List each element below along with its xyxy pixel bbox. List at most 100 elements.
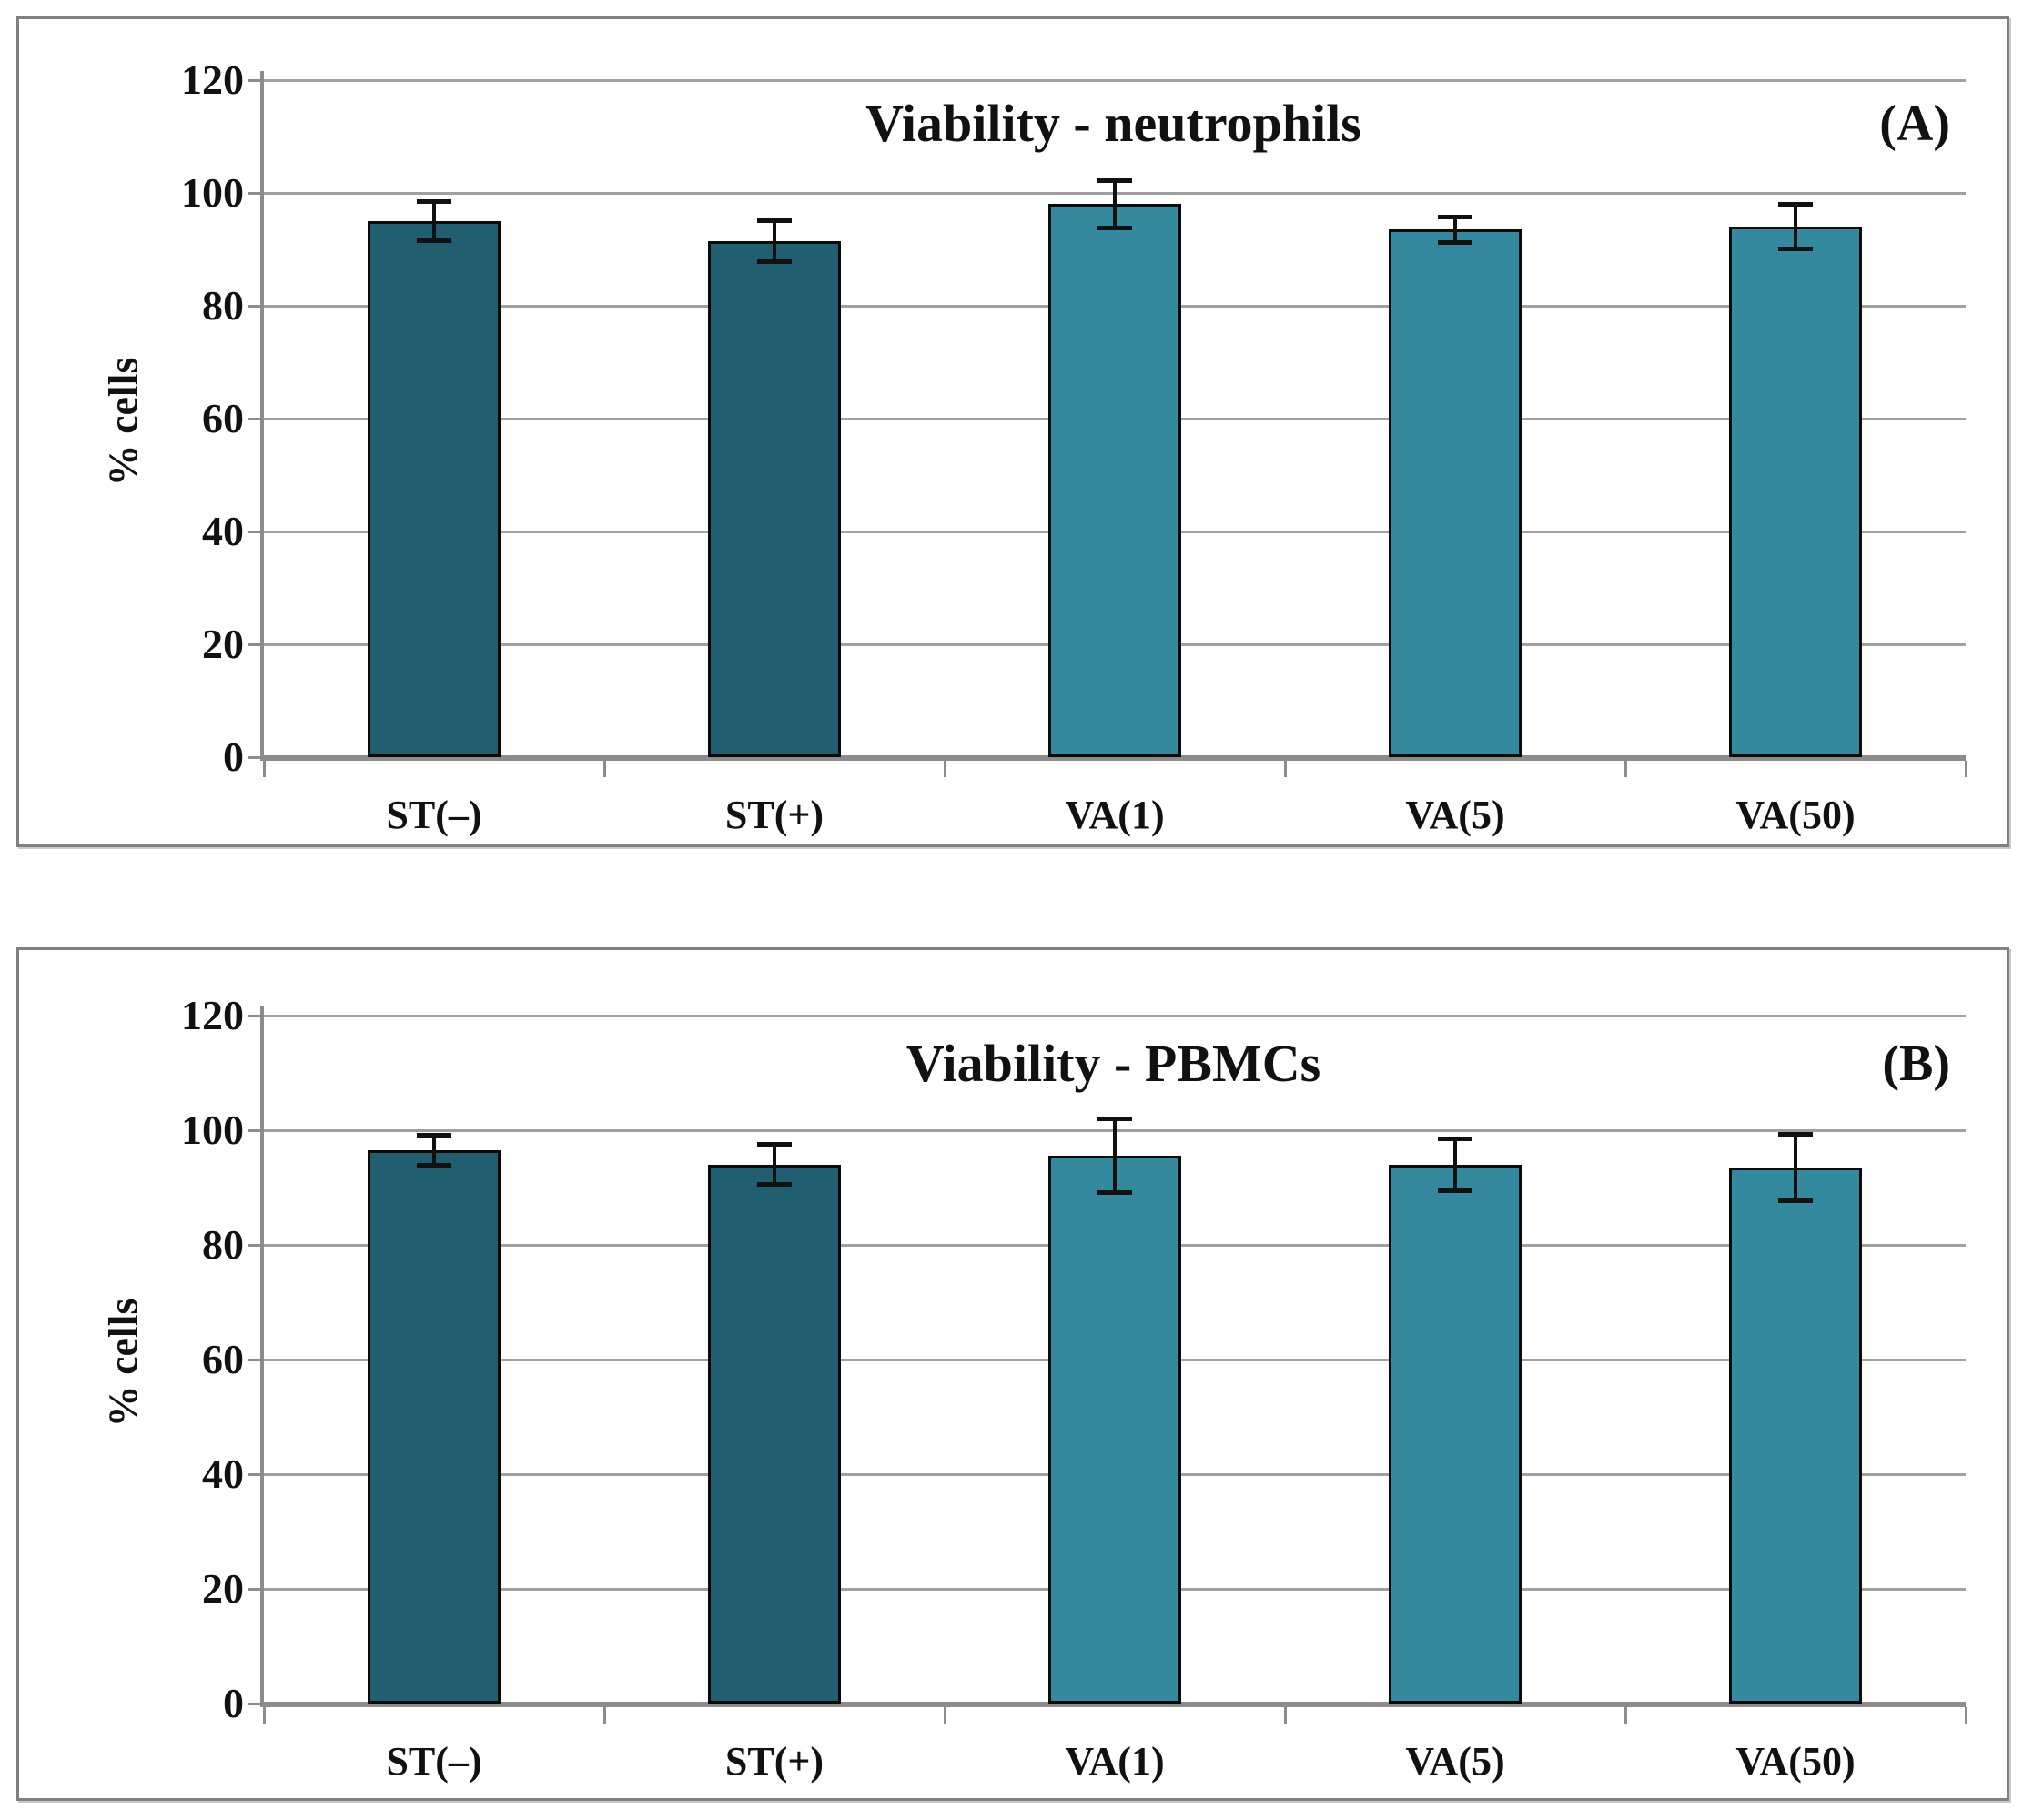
- x-category-label-VA(50): VA(50): [1735, 793, 1856, 837]
- bar-ST(+): [708, 240, 841, 757]
- bar-VA(5): [1389, 229, 1522, 757]
- y-tick-label-80: 80: [202, 1221, 244, 1268]
- bar-VA(5): [1389, 1164, 1522, 1704]
- panel-label-b: (B): [1882, 1036, 1950, 1092]
- x-category-label-VA(5): VA(5): [1405, 1739, 1505, 1784]
- x-tick-5: [1965, 1707, 1967, 1724]
- x-category-label-ST(–): ST(–): [386, 793, 482, 837]
- y-tick-100: [248, 192, 264, 195]
- error-bar-line-VA(5): [1453, 217, 1457, 243]
- y-tick-60: [248, 1359, 264, 1361]
- error-bar-cap-bottom-VA(1): [1097, 226, 1132, 231]
- error-bar-cap-bottom-VA(5): [1438, 1188, 1472, 1193]
- panel-label-a: (A): [1879, 96, 1950, 152]
- error-bar-cap-top-ST(+): [757, 217, 792, 223]
- y-tick-60: [248, 418, 264, 420]
- error-bar-cap-top-ST(–): [417, 1133, 451, 1138]
- plot-area-b: 0 20 40 60 80 100 120 ST(–) ST(+) VA(1) VA(5) VA(50…: [19, 950, 2007, 1798]
- error-bar-line-ST(+): [773, 219, 776, 262]
- error-bar-cap-top-ST(+): [757, 1142, 792, 1148]
- x-axis-line: [260, 755, 1966, 761]
- error-bar-cap-bottom-ST(–): [417, 1163, 451, 1168]
- error-bar-cap-bottom-ST(+): [757, 1182, 792, 1188]
- x-tick-3: [1284, 1707, 1287, 1724]
- chart-panel-a: Viability - neutrophils (A) % cells 0 20 4…: [16, 16, 2009, 847]
- gridline-120: [264, 1015, 1966, 1017]
- y-tick-label-80: 80: [202, 282, 244, 329]
- error-bar-cap-top-VA(5): [1438, 215, 1472, 220]
- y-tick-20: [248, 1588, 264, 1591]
- error-bar-line-VA(5): [1453, 1138, 1457, 1191]
- x-category-label-VA(1): VA(1): [1065, 793, 1165, 837]
- error-bar-line-VA(50): [1794, 1133, 1797, 1202]
- x-tick-1: [603, 1707, 606, 1724]
- y-tick-label-0: 0: [223, 733, 244, 780]
- x-tick-5: [1965, 761, 1967, 777]
- chart-panel-b: Viability - PBMCs (B) % cells 0 20 40 60 80 1…: [16, 947, 2009, 1801]
- x-tick-0: [263, 761, 266, 777]
- x-category-label-ST(–): ST(–): [386, 1739, 482, 1784]
- y-tick-label-100: 100: [181, 169, 244, 216]
- x-tick-4: [1624, 1707, 1627, 1724]
- y-tick-100: [248, 1129, 264, 1132]
- y-tick-120: [248, 79, 264, 82]
- bar-ST(+): [708, 1164, 841, 1704]
- error-bar-cap-bottom-VA(1): [1097, 1190, 1132, 1196]
- y-tick-40: [248, 1473, 264, 1476]
- plot-area-a: 0 20 40 60 80 100 120 ST(–) ST(+) VA(1) VA(5) VA(50…: [19, 19, 2007, 844]
- x-category-label-VA(50): VA(50): [1735, 1739, 1856, 1784]
- y-tick-40: [248, 531, 264, 533]
- error-bar-line-ST(–): [432, 201, 436, 241]
- x-tick-1: [603, 761, 606, 777]
- y-tick-120: [248, 1015, 264, 1017]
- error-bar-cap-top-VA(5): [1438, 1136, 1472, 1141]
- error-bar-line-VA(1): [1113, 179, 1117, 229]
- chart-title-a: Viability - neutrophils: [865, 94, 1361, 153]
- error-bar-cap-top-VA(50): [1778, 1131, 1813, 1137]
- error-bar-cap-top-VA(1): [1097, 177, 1132, 183]
- x-tick-2: [944, 761, 946, 777]
- error-bar-cap-bottom-VA(5): [1438, 239, 1472, 245]
- y-tick-80: [248, 1244, 264, 1247]
- error-bar-cap-bottom-ST(–): [417, 238, 451, 243]
- error-bar-cap-top-VA(1): [1097, 1117, 1132, 1122]
- y-tick-label-20: 20: [202, 621, 244, 667]
- gridline-120: [264, 79, 1966, 82]
- x-category-label-VA(5): VA(5): [1405, 793, 1505, 837]
- error-bar-cap-bottom-ST(+): [757, 258, 792, 264]
- bar-VA(1): [1048, 1156, 1181, 1704]
- error-bar-cap-bottom-VA(50): [1778, 247, 1813, 251]
- bar-ST(–): [368, 1150, 501, 1704]
- y-tick-label-120: 120: [181, 992, 244, 1038]
- y-tick-label-40: 40: [202, 508, 244, 554]
- error-bar-line-VA(50): [1794, 204, 1797, 249]
- bar-VA(1): [1048, 204, 1181, 757]
- y-tick-label-120: 120: [181, 56, 244, 103]
- y-axis-label-a: % cells: [99, 357, 147, 487]
- error-bar-cap-bottom-VA(50): [1778, 1198, 1813, 1204]
- y-tick-label-20: 20: [202, 1565, 244, 1612]
- error-bar-line-VA(1): [1113, 1118, 1117, 1194]
- x-category-label-ST(+): ST(+): [724, 1739, 824, 1784]
- y-tick-label-60: 60: [202, 1336, 244, 1382]
- y-axis-line: [260, 1006, 264, 1704]
- y-tick-label-0: 0: [223, 1680, 244, 1726]
- y-tick-80: [248, 305, 264, 308]
- y-tick-label-100: 100: [181, 1107, 244, 1153]
- bar-VA(50): [1729, 227, 1862, 757]
- error-bar-cap-top-VA(50): [1778, 202, 1813, 207]
- x-category-label-VA(1): VA(1): [1065, 1739, 1165, 1784]
- bar-ST(–): [368, 221, 501, 757]
- x-tick-0: [263, 1707, 266, 1724]
- bar-VA(50): [1729, 1167, 1862, 1704]
- x-category-label-ST(+): ST(+): [724, 793, 824, 837]
- chart-title-b: Viability - PBMCs: [905, 1034, 1321, 1093]
- y-tick-label-60: 60: [202, 395, 244, 441]
- y-tick-label-40: 40: [202, 1451, 244, 1497]
- x-tick-4: [1624, 761, 1627, 777]
- x-tick-3: [1284, 761, 1287, 777]
- y-tick-20: [248, 643, 264, 646]
- x-tick-2: [944, 1707, 946, 1724]
- x-axis-line: [260, 1702, 1966, 1707]
